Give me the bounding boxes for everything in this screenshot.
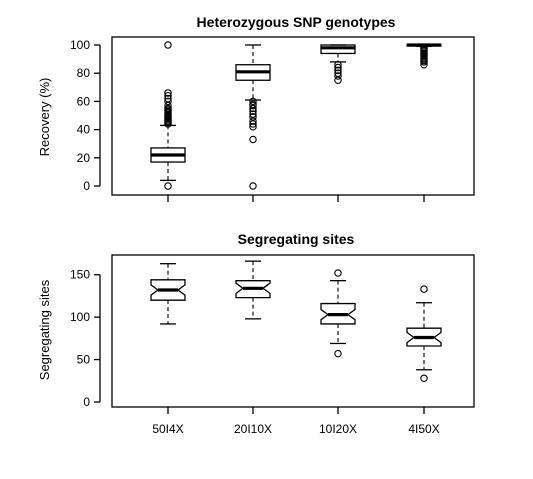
outlier-point	[334, 269, 342, 277]
outlier-point	[334, 349, 342, 358]
box-10I20X	[320, 44, 356, 85]
plot-frame	[111, 36, 475, 196]
outlier-point	[249, 182, 257, 190]
x-tick-label: 10I20X	[319, 422, 357, 436]
outlier-point	[249, 135, 257, 144]
box-body	[150, 279, 186, 301]
box-4I50X	[406, 285, 442, 382]
panel-title: Segregating sites	[238, 231, 355, 247]
outlier-point	[334, 72, 342, 80]
outlier-point	[249, 117, 257, 125]
outlier-point	[334, 76, 342, 85]
y-tick-label: 0	[83, 395, 90, 409]
outlier-point	[249, 123, 257, 131]
y-tick-label: 40	[77, 123, 91, 137]
y-tick-label: 80	[77, 66, 91, 80]
x-tick-label: 20I10X	[234, 422, 272, 436]
outlier-point	[420, 374, 428, 382]
y-tick-label: 150	[70, 268, 90, 282]
outlier-point	[420, 60, 428, 69]
box-20I10X	[235, 260, 271, 320]
outlier-point	[164, 97, 172, 106]
plot-frame	[111, 254, 475, 408]
y-tick-label: 100	[70, 310, 90, 324]
box-50I4X	[150, 263, 186, 325]
box-20I10X	[235, 44, 271, 190]
box-body	[320, 302, 356, 325]
outlier-point	[164, 104, 172, 113]
box-50I4X	[150, 41, 186, 190]
x-tick-label: 50I4X	[152, 422, 183, 436]
x-tick-label: 4I50X	[408, 422, 439, 436]
outlier-point	[249, 120, 257, 128]
y-tick-label: 100	[70, 38, 90, 52]
outlier-point	[164, 94, 172, 103]
outlier-point	[334, 69, 342, 77]
outlier-point	[249, 110, 257, 118]
panel-segregating-sites: Segregating sites Segregating sites 0 50 1…	[37, 231, 475, 436]
y-tick-label: 0	[83, 179, 90, 193]
outlier-point	[249, 113, 257, 121]
y-axis-label: Recovery (%)	[37, 78, 52, 157]
outlier-point	[249, 97, 257, 106]
box-10I20X	[320, 269, 356, 358]
outlier-point	[164, 41, 172, 49]
panel-heterozygous-snp: Heterozygous SNP genotypes Recovery (%) …	[37, 14, 475, 202]
outlier-point	[334, 60, 342, 69]
box-4I50X	[406, 43, 442, 69]
y-tick-label: 50	[77, 353, 91, 367]
outlier-point	[249, 100, 257, 108]
outlier-point	[334, 66, 342, 75]
outlier-point	[420, 285, 428, 293]
y-tick-label: 20	[77, 151, 91, 165]
outlier-point	[164, 182, 172, 190]
box-body	[235, 280, 271, 299]
y-tick-label: 60	[77, 94, 91, 108]
outlier-point	[164, 101, 172, 110]
outlier-point	[249, 107, 257, 116]
outlier-point	[334, 63, 342, 72]
outlier-point	[420, 44, 428, 52]
outlier-point	[249, 104, 257, 113]
outlier-point	[164, 89, 172, 97]
outlier-point	[164, 92, 172, 100]
panel-title: Heterozygous SNP genotypes	[197, 14, 396, 30]
box-body	[406, 327, 442, 347]
y-axis-label: Segregating sites	[37, 279, 52, 380]
